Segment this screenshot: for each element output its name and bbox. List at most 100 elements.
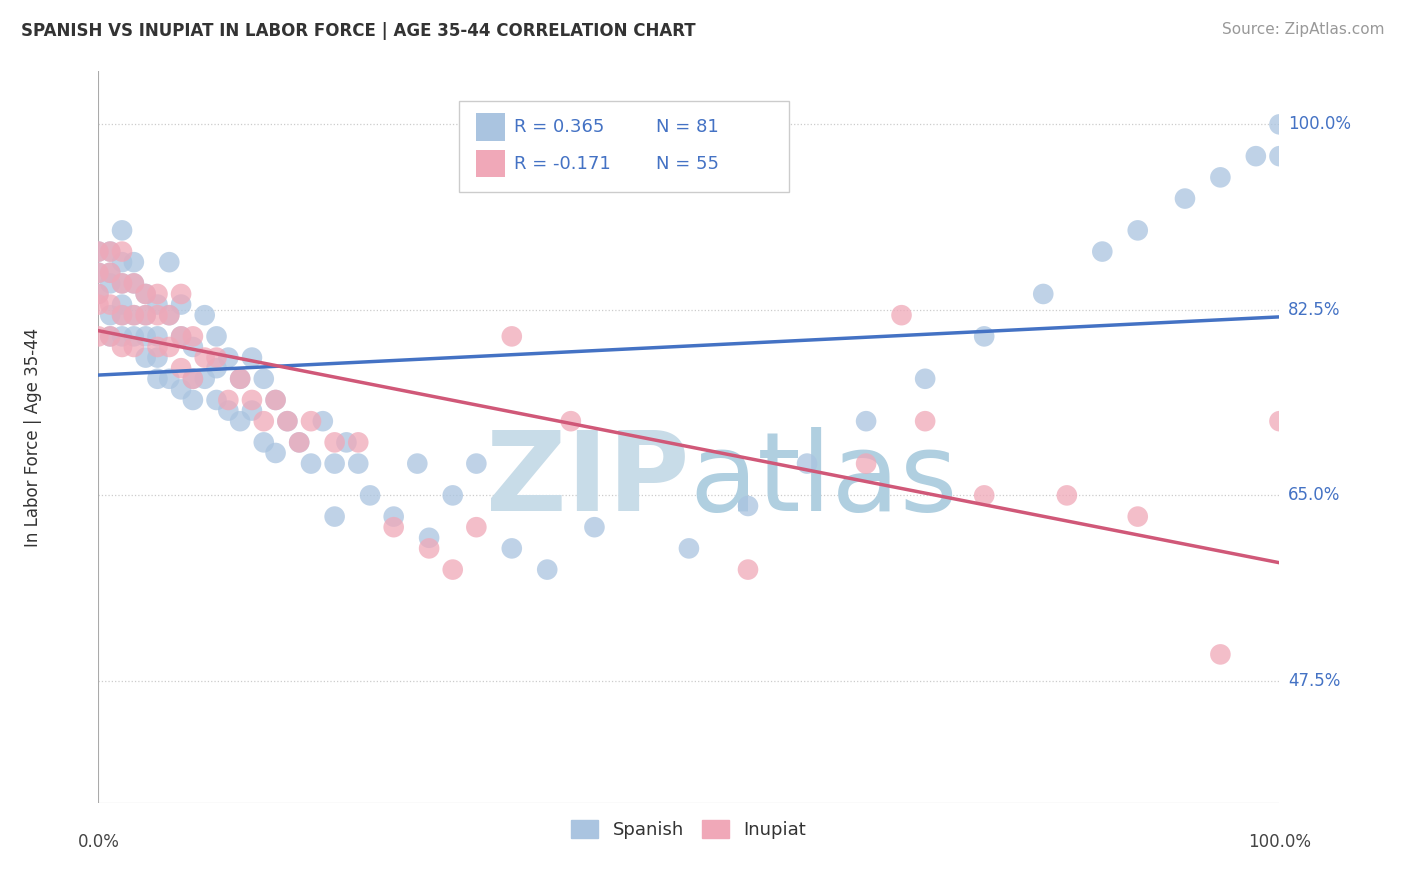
Point: [347, 457, 370, 471]
Point: [1209, 648, 1232, 662]
Point: [264, 392, 287, 407]
Point: [87, 244, 110, 259]
Point: [98, 277, 121, 291]
Point: [87, 266, 110, 280]
Point: [1091, 244, 1114, 259]
Point: [1056, 488, 1078, 502]
Point: [205, 361, 228, 376]
Point: [240, 392, 263, 407]
Point: [98, 297, 121, 311]
Point: [146, 297, 169, 311]
Point: [98, 266, 121, 280]
Point: [678, 541, 700, 556]
Point: [855, 457, 877, 471]
Point: [111, 223, 134, 237]
Point: [276, 414, 298, 428]
Point: [323, 457, 346, 471]
Point: [87, 329, 110, 343]
Point: [796, 457, 818, 471]
Text: R = -0.171: R = -0.171: [515, 154, 610, 172]
Point: [359, 488, 381, 502]
Text: N = 55: N = 55: [655, 154, 718, 172]
Point: [441, 563, 464, 577]
Point: [157, 372, 180, 386]
Point: [98, 308, 121, 322]
Point: [181, 340, 204, 354]
Point: [583, 520, 606, 534]
Text: atlas: atlas: [689, 427, 957, 534]
Point: [122, 255, 145, 269]
Point: [890, 308, 912, 322]
Point: [217, 403, 239, 417]
Point: [240, 403, 263, 417]
Point: [111, 277, 134, 291]
Point: [170, 297, 193, 311]
Point: [87, 266, 110, 280]
Point: [135, 308, 157, 322]
Point: [1126, 509, 1149, 524]
Point: [87, 244, 110, 259]
Point: [501, 541, 523, 556]
Point: [299, 457, 322, 471]
Text: In Labor Force | Age 35-44: In Labor Force | Age 35-44: [24, 327, 42, 547]
Point: [973, 329, 995, 343]
Point: [323, 435, 346, 450]
Point: [122, 277, 145, 291]
Point: [323, 509, 346, 524]
Point: [914, 414, 936, 428]
Point: [229, 372, 252, 386]
Point: [87, 287, 110, 301]
Point: [1268, 149, 1291, 163]
Point: [111, 255, 134, 269]
Point: [560, 414, 582, 428]
Point: [181, 392, 204, 407]
Point: [194, 351, 217, 365]
Point: [111, 244, 134, 259]
Point: [170, 287, 193, 301]
Point: [122, 340, 145, 354]
Point: [146, 329, 169, 343]
Point: [217, 351, 239, 365]
Point: [111, 340, 134, 354]
Point: [170, 329, 193, 343]
Point: [1126, 223, 1149, 237]
Point: [194, 372, 217, 386]
Text: 100.0%: 100.0%: [1288, 115, 1351, 134]
Point: [914, 372, 936, 386]
Point: [181, 372, 204, 386]
Point: [382, 509, 405, 524]
Point: [146, 287, 169, 301]
Text: 0.0%: 0.0%: [77, 833, 120, 851]
Point: [264, 446, 287, 460]
Text: R = 0.365: R = 0.365: [515, 118, 605, 136]
Point: [157, 308, 180, 322]
Point: [299, 414, 322, 428]
Point: [157, 308, 180, 322]
Point: [135, 351, 157, 365]
Point: [536, 563, 558, 577]
Point: [146, 308, 169, 322]
Point: [1174, 192, 1197, 206]
Point: [111, 297, 134, 311]
Legend: Spanish, Inupiat: Spanish, Inupiat: [564, 813, 814, 847]
Point: [229, 372, 252, 386]
Point: [973, 488, 995, 502]
Point: [122, 329, 145, 343]
Bar: [477, 150, 505, 178]
Point: [122, 308, 145, 322]
Point: [465, 520, 488, 534]
Point: [135, 329, 157, 343]
Point: [170, 329, 193, 343]
Bar: [477, 113, 505, 141]
Point: [855, 414, 877, 428]
Text: Source: ZipAtlas.com: Source: ZipAtlas.com: [1222, 22, 1385, 37]
Text: SPANISH VS INUPIAT IN LABOR FORCE | AGE 35-44 CORRELATION CHART: SPANISH VS INUPIAT IN LABOR FORCE | AGE …: [21, 22, 696, 40]
Point: [441, 488, 464, 502]
Point: [382, 520, 405, 534]
Point: [205, 392, 228, 407]
Point: [418, 531, 440, 545]
Text: 65.0%: 65.0%: [1288, 486, 1340, 504]
Point: [276, 414, 298, 428]
Point: [217, 392, 239, 407]
Point: [146, 351, 169, 365]
